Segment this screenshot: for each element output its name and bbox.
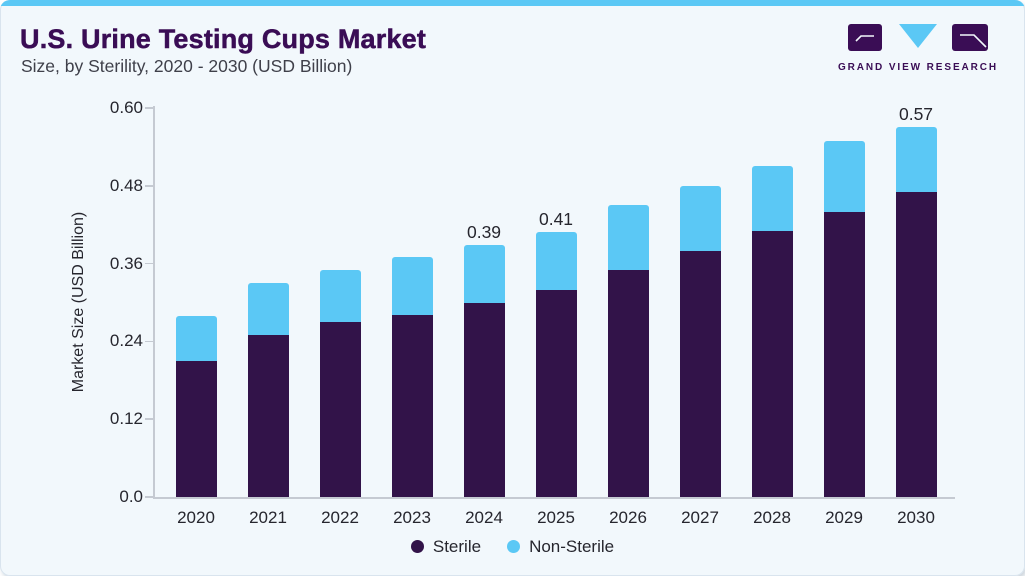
accent-strip	[0, 0, 1025, 6]
x-axis-tick-label: 2026	[609, 508, 647, 527]
y-axis-tick-label: 0.12	[109, 409, 143, 429]
x-axis-tick-label: 2027	[681, 508, 719, 527]
bar-segment-sterile	[391, 315, 433, 497]
bar-segment-non-sterile	[175, 316, 217, 361]
y-axis-tick-label: 0.60	[109, 98, 143, 118]
y-axis-tick-mark	[145, 185, 153, 187]
y-axis-tick-mark	[145, 262, 153, 265]
x-axis-tick-label: 2020	[177, 508, 215, 527]
bar-total-label: 0.39	[466, 222, 502, 242]
x-axis-tick-label: 2025	[537, 508, 575, 527]
logo-brand-name: GRAND VIEW RESEARCH	[838, 62, 998, 73]
gvr-logo: GRAND VIEW RESEARCH	[838, 24, 998, 73]
x-axis-tick-label: 2024	[465, 508, 503, 527]
bar-segment-non-sterile	[247, 283, 289, 335]
bar-segment-sterile	[823, 212, 865, 497]
legend-label: Sterile	[432, 536, 482, 556]
bar-segment-non-sterile	[679, 186, 721, 251]
bar-total-label: 0.57	[898, 104, 934, 124]
x-axis-tick-label: 2028	[753, 508, 791, 527]
bar-total-label: 0.41	[538, 209, 574, 229]
bar-segment-non-sterile	[751, 166, 793, 231]
x-axis-tick-label: 2023	[393, 508, 431, 527]
x-axis-tick-label: 2029	[825, 508, 863, 527]
chart-subtitle: Size, by Sterility, 2020 - 2030 (USD Bil…	[21, 56, 353, 76]
bar-segment-sterile	[535, 290, 577, 497]
x-axis-line	[153, 497, 955, 499]
bar-segment-sterile	[319, 322, 361, 497]
y-axis-title: Market Size (USD Billion)	[70, 211, 87, 393]
y-axis-tick-label: 0.24	[109, 331, 143, 351]
legend-label: Non-Sterile	[529, 536, 615, 556]
y-axis-tick-mark	[145, 418, 153, 420]
bar-segment-non-sterile	[607, 205, 649, 270]
x-axis-tick-label: 2022	[321, 508, 359, 527]
y-axis-tick-label: 0.36	[109, 253, 143, 273]
legend-swatch-icon	[410, 540, 424, 553]
bar-segment-non-sterile	[463, 245, 505, 303]
y-axis-tick-label: 0.0	[119, 487, 143, 506]
y-axis-line	[153, 106, 155, 497]
y-axis-tick-label: 0.48	[109, 175, 143, 195]
x-axis-tick-label: 2021	[249, 508, 287, 527]
bar-segment-non-sterile	[391, 257, 433, 315]
bar-segment-non-sterile	[895, 127, 937, 192]
legend-item-sterile: Sterile	[410, 536, 482, 557]
gvr-logo-mark-icon	[848, 24, 988, 51]
x-axis-tick-label: 2030	[897, 508, 935, 527]
y-axis-tick-mark	[145, 340, 153, 343]
legend-swatch-icon	[507, 540, 521, 553]
bar-segment-sterile	[463, 303, 505, 497]
bar-segment-sterile	[679, 251, 721, 497]
bar-segment-sterile	[247, 335, 289, 497]
bar-segment-sterile	[175, 361, 217, 497]
bar-segment-sterile	[895, 192, 937, 497]
bar-segment-sterile	[751, 231, 793, 497]
bar-segment-non-sterile	[319, 270, 361, 322]
y-axis-tick-mark	[145, 107, 153, 109]
y-axis-tick-mark	[145, 496, 153, 498]
bar-segment-non-sterile	[535, 232, 577, 290]
bar-segment-non-sterile	[823, 141, 865, 212]
bar-segment-sterile	[607, 270, 649, 497]
legend: Sterile Non-Sterile	[0, 536, 1025, 557]
legend-item-non-sterile: Non-Sterile	[507, 536, 614, 557]
page-title: U.S. Urine Testing Cups Market	[20, 24, 427, 55]
